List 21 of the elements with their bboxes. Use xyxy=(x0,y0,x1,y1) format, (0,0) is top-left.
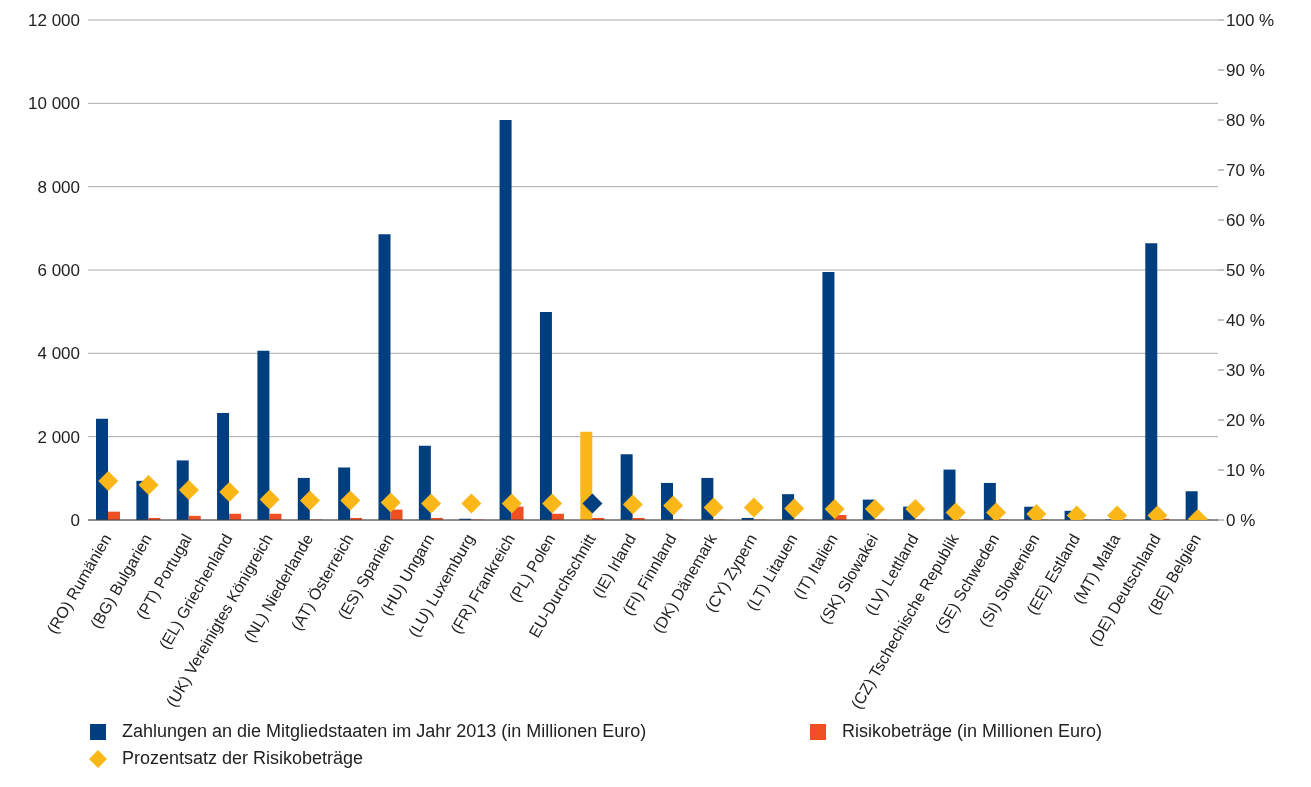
y2-tick-label: 90 % xyxy=(1226,61,1265,81)
y-tick-label: 6 000 xyxy=(37,261,80,281)
y2-tick-label: 100 % xyxy=(1226,11,1275,31)
y-tick-label: 12 000 xyxy=(28,11,80,31)
legend-label: Zahlungen an die Mitgliedstaaten im Jahr 2013 (in Millionen Euro) xyxy=(122,721,647,742)
y2-tick-label: 70 % xyxy=(1226,161,1265,181)
y2-tick-label: 0 % xyxy=(1226,511,1256,531)
y2-tick-label: 80 % xyxy=(1226,111,1265,131)
y-tick-label: 8 000 xyxy=(37,177,80,197)
legend-label: Risikobeträge (in Millionen Euro) xyxy=(842,721,1103,742)
y2-tick-label: 50 % xyxy=(1226,261,1265,281)
y-tick-label: 10 000 xyxy=(28,94,80,114)
y2-tick-label: 20 % xyxy=(1226,411,1265,431)
y-tick-label: 4 000 xyxy=(37,344,80,364)
y2-tick-label: 60 % xyxy=(1226,211,1265,231)
y2-tick-label: 30 % xyxy=(1226,361,1265,381)
y2-tick-label: 40 % xyxy=(1226,311,1265,331)
y-tick-label: 2 000 xyxy=(37,427,80,447)
y-tick-label: 0 xyxy=(70,511,80,531)
legend-label: Prozentsatz der Risikobeträge xyxy=(122,748,364,769)
y2-tick-label: 10 % xyxy=(1226,461,1265,481)
